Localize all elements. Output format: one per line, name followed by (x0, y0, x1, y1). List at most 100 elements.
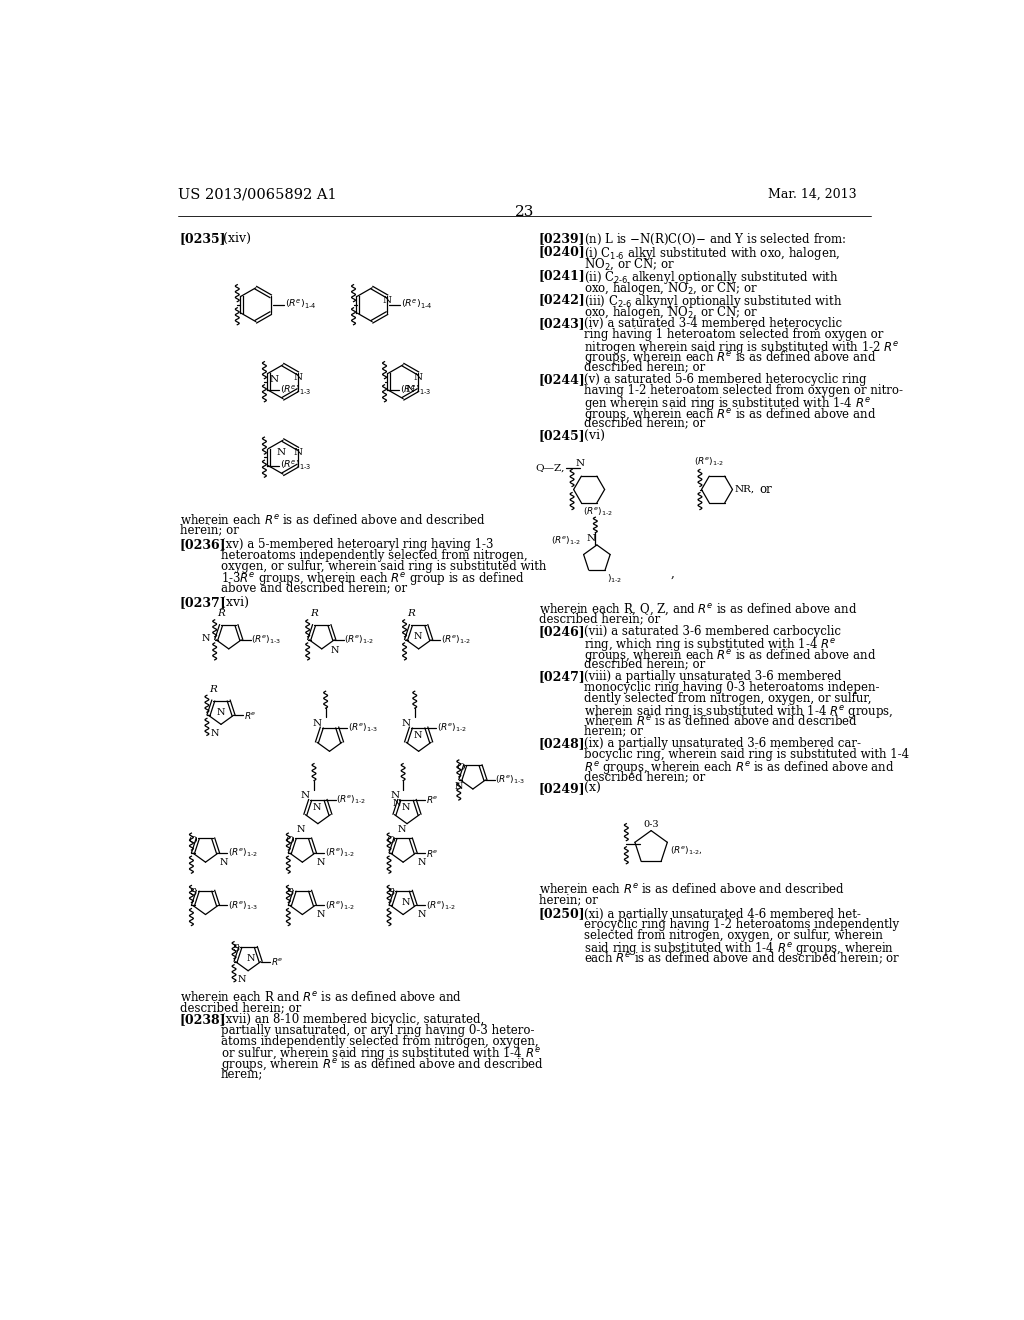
Text: [0245]: [0245] (539, 429, 586, 442)
Text: N: N (316, 858, 325, 867)
Text: herein; or: herein; or (539, 892, 598, 906)
Text: (v) a saturated 5-6 membered heterocyclic ring: (v) a saturated 5-6 membered heterocycli… (584, 374, 866, 387)
Text: $(R^e)_{1\text{-}2},$: $(R^e)_{1\text{-}2},$ (670, 845, 702, 857)
Text: groups, wherein each $R^e$ is as defined above and: groups, wherein each $R^e$ is as defined… (584, 350, 876, 367)
Text: O: O (386, 836, 395, 845)
Text: N: N (575, 459, 585, 469)
Text: 23: 23 (515, 205, 535, 219)
Text: $(R^e)_{1\text{-}3}$: $(R^e)_{1\text{-}3}$ (280, 383, 311, 397)
Text: $(R^e)_{1\text{-}2}$: $(R^e)_{1\text{-}2}$ (584, 506, 613, 519)
Text: $(R^e)_{1\text{-}2}$: $(R^e)_{1\text{-}2}$ (325, 899, 355, 912)
Text: described herein; or: described herein; or (584, 657, 705, 671)
Text: $(R^e)_{1\text{-}2}$: $(R^e)_{1\text{-}2}$ (437, 721, 467, 734)
Text: partially unsaturated, or aryl ring having 0-3 hetero-: partially unsaturated, or aryl ring havi… (221, 1024, 535, 1038)
Text: (ix) a partially unsaturated 3-6 membered car-: (ix) a partially unsaturated 3-6 membere… (584, 738, 861, 751)
Text: NO$_2$, or CN; or: NO$_2$, or CN; or (584, 256, 675, 272)
Text: R: R (407, 610, 415, 618)
Text: wherein each $R^e$ is as defined above and described: wherein each $R^e$ is as defined above a… (180, 512, 485, 527)
Text: (xvi): (xvi) (221, 595, 249, 609)
Text: [0239]: [0239] (539, 232, 586, 246)
Text: $R^e$ groups, wherein each $R^e$ is as defined above and: $R^e$ groups, wherein each $R^e$ is as d… (584, 759, 894, 776)
Text: $(R^e)_{1\text{-}4}$: $(R^e)_{1\text{-}4}$ (400, 298, 432, 312)
Text: $(R^e)_{1\text{-}2}$: $(R^e)_{1\text{-}2}$ (228, 847, 258, 859)
Text: [0238]: [0238] (180, 1014, 226, 1026)
Text: heteroatoms independently selected from nitrogen,: heteroatoms independently selected from … (221, 549, 527, 562)
Text: [0235]: [0235] (180, 232, 226, 246)
Text: [0241]: [0241] (539, 269, 586, 282)
Text: (n) L is $-$N(R)C(O)$-$ and Y is selected from:: (n) L is $-$N(R)C(O)$-$ and Y is selecte… (584, 232, 846, 247)
Text: N: N (297, 825, 305, 834)
Text: R: R (217, 610, 225, 618)
Text: (vii) a saturated 3-6 membered carbocyclic: (vii) a saturated 3-6 membered carbocycl… (584, 626, 841, 638)
Text: bocyclic ring, wherein said ring is substituted with 1-4: bocyclic ring, wherein said ring is subs… (584, 748, 909, 762)
Text: oxo, halogen, NO$_2$, or CN; or: oxo, halogen, NO$_2$, or CN; or (584, 280, 758, 297)
Text: [0240]: [0240] (539, 246, 586, 259)
Text: NR,: NR, (734, 484, 754, 494)
Text: S: S (287, 888, 294, 898)
Text: selected from nitrogen, oxygen, or sulfur, wherein: selected from nitrogen, oxygen, or sulfu… (584, 929, 883, 942)
Text: above and described herein; or: above and described herein; or (221, 581, 408, 594)
Text: [0249]: [0249] (539, 781, 586, 795)
Text: N: N (216, 708, 224, 717)
Text: wherein each $R^e$ is as defined above and described: wherein each $R^e$ is as defined above a… (539, 882, 845, 896)
Text: 1-3$R^e$ groups, wherein each $R^e$ group is as defined: 1-3$R^e$ groups, wherein each $R^e$ grou… (221, 570, 524, 587)
Text: (xi) a partially unsaturated 4-6 membered het-: (xi) a partially unsaturated 4-6 membere… (584, 908, 860, 920)
Text: S: S (387, 888, 394, 898)
Text: Q—Z,: Q—Z, (535, 463, 564, 473)
Text: [0243]: [0243] (539, 317, 586, 330)
Text: wherein each R and $R^e$ is as defined above and: wherein each R and $R^e$ is as defined a… (180, 990, 462, 1005)
Text: $(R^e)_{1\text{-}2}$: $(R^e)_{1\text{-}2}$ (426, 899, 456, 912)
Text: $(R^e)_{1\text{-}2}$: $(R^e)_{1\text{-}2}$ (337, 793, 367, 807)
Text: N: N (312, 803, 321, 812)
Text: having 1-2 heteroatom selected from oxygen or nitro-: having 1-2 heteroatom selected from oxyg… (584, 384, 903, 397)
Text: ring, which ring is substituted with 1-4 $R^e$: ring, which ring is substituted with 1-4… (584, 636, 836, 653)
Text: N: N (211, 729, 219, 738)
Text: N: N (293, 449, 302, 457)
Text: $(R^e)_{1\text{-}2}$: $(R^e)_{1\text{-}2}$ (441, 634, 471, 645)
Text: [0247]: [0247] (539, 671, 586, 684)
Text: N: N (238, 975, 247, 985)
Text: $(R^e)_{1\text{-}2}$: $(R^e)_{1\text{-}2}$ (694, 455, 724, 469)
Text: N: N (392, 800, 400, 808)
Text: erocyclic ring having 1-2 heteroatoms independently: erocyclic ring having 1-2 heteroatoms in… (584, 919, 899, 932)
Text: herein; or: herein; or (584, 725, 643, 738)
Text: S: S (232, 944, 240, 953)
Text: N: N (219, 858, 228, 867)
Text: or: or (760, 483, 772, 496)
Text: wherein said ring is substituted with 1-4 $R^e$ groups,: wherein said ring is substituted with 1-… (584, 702, 893, 719)
Text: N: N (301, 792, 310, 800)
Text: $(R^e)_{1\text{-}3}$: $(R^e)_{1\text{-}3}$ (251, 634, 282, 645)
Text: N: N (417, 858, 426, 867)
Text: described herein; or: described herein; or (539, 612, 660, 624)
Text: N: N (417, 909, 426, 919)
Text: N: N (401, 898, 410, 907)
Text: $(R^e)_{1\text{-}3}$: $(R^e)_{1\text{-}3}$ (228, 899, 258, 912)
Text: described herein; or: described herein; or (180, 1001, 301, 1014)
Text: herein;: herein; (221, 1067, 263, 1080)
Text: (iii) C$_{2\text{-}6}$ alkynyl optionally substituted with: (iii) C$_{2\text{-}6}$ alkynyl optionall… (584, 293, 842, 310)
Text: $(R^e)_{1\text{-}4}$: $(R^e)_{1\text{-}4}$ (285, 298, 316, 312)
Text: N: N (455, 781, 463, 791)
Text: N: N (414, 731, 422, 739)
Text: nitrogen wherein said ring is substituted with 1-2 $R^e$: nitrogen wherein said ring is substitute… (584, 339, 899, 355)
Text: S: S (189, 888, 197, 898)
Text: N: N (414, 372, 423, 381)
Text: Mar. 14, 2013: Mar. 14, 2013 (768, 187, 856, 201)
Text: N: N (401, 803, 410, 812)
Text: N: N (276, 447, 286, 457)
Text: [0242]: [0242] (539, 293, 586, 306)
Text: (ii) C$_{2\text{-}6}$ alkenyl optionally substituted with: (ii) C$_{2\text{-}6}$ alkenyl optionally… (584, 269, 839, 286)
Text: N: N (202, 635, 211, 643)
Text: (i) C$_{1\text{-}6}$ alkyl substituted with oxo, halogen,: (i) C$_{1\text{-}6}$ alkyl substituted w… (584, 246, 840, 263)
Text: $(R^e)_{1\text{-}3}$: $(R^e)_{1\text{-}3}$ (496, 774, 525, 787)
Text: N: N (401, 719, 411, 727)
Text: described herein; or: described herein; or (584, 416, 705, 429)
Text: atoms independently selected from nitrogen, oxygen,: atoms independently selected from nitrog… (221, 1035, 539, 1048)
Text: [0236]: [0236] (180, 539, 226, 550)
Text: O: O (456, 763, 465, 771)
Text: (iv) a saturated 3-4 membered heterocyclic: (iv) a saturated 3-4 membered heterocycl… (584, 317, 842, 330)
Text: N: N (397, 825, 407, 834)
Text: $(R^e)_{1\text{-}2}$: $(R^e)_{1\text{-}2}$ (344, 634, 374, 645)
Text: $R^e$: $R^e$ (270, 956, 284, 968)
Text: $R^e$: $R^e$ (426, 847, 438, 858)
